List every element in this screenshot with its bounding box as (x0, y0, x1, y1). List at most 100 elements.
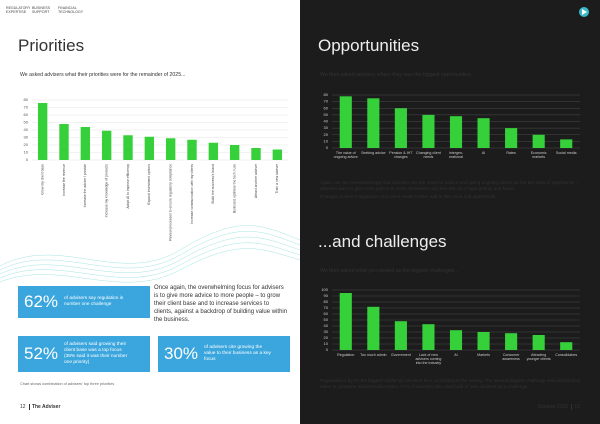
x-tick-label: Grow my client base (41, 164, 45, 195)
x-tick-label: AI (454, 353, 458, 357)
bar (422, 324, 435, 350)
x-tick-label: Regulation (337, 353, 355, 357)
bar (208, 142, 219, 160)
y-tick-label: 0 (326, 347, 329, 352)
footer: October 2025 13 (538, 404, 580, 410)
x-tick-label: Changing client needs (416, 151, 441, 160)
x-tick-label: Adopt AI to improve efficiency (126, 164, 130, 209)
y-tick-label: 60 (24, 112, 29, 117)
bar (144, 136, 155, 160)
section-title: ...and challenges (318, 232, 447, 251)
bar (505, 333, 518, 350)
bar (532, 134, 545, 148)
y-tick-label: 80 (324, 299, 329, 304)
header-tag: BUSINESS SUPPORT (32, 6, 51, 14)
x-tick-label: Economic markets (530, 151, 547, 160)
bar (560, 342, 573, 350)
x-tick-label: Expand investment options (147, 164, 151, 205)
x-tick-label: Review processes to ensure regulatory co… (169, 164, 173, 241)
stat-box: 62% of advisers say regulation is number… (18, 286, 150, 318)
y-tick-label: 60 (324, 105, 329, 110)
stat-text: of advisers said growing their client ba… (64, 342, 128, 365)
x-tick-label: Increase fee revenue (62, 164, 66, 196)
page-number: 13 (574, 404, 580, 410)
x-tick-label: Too much admin (360, 353, 387, 357)
y-tick-label: 30 (24, 135, 29, 140)
intro: We asked advisers what their priorities … (20, 72, 186, 78)
y-tick-label: 80 (24, 97, 29, 102)
stat-text: of advisers say regulation is number one… (64, 296, 124, 307)
bar (477, 332, 490, 350)
y-tick-label: 40 (324, 119, 329, 124)
y-tick-label: 50 (24, 120, 29, 125)
bar (560, 139, 573, 148)
y-tick-label: 20 (324, 335, 329, 340)
body-text: Once again, the overwhelming focus for a… (154, 285, 288, 323)
x-tick-label: AI (481, 151, 486, 155)
bar (505, 128, 518, 148)
y-tick-label: 70 (324, 305, 329, 310)
section-title: Opportunities (318, 36, 420, 55)
x-tick-label: Rates (506, 151, 516, 155)
y-tick-label: 10 (324, 138, 329, 143)
bar (101, 130, 112, 160)
stat-box: 30% of advisers cite growing the value t… (158, 336, 290, 372)
y-tick-label: 0 (26, 157, 29, 162)
dark-page (300, 0, 600, 424)
body-text: Again, we see overwhelmingly that advise… (320, 180, 582, 200)
y-tick-label: 80 (324, 92, 329, 97)
section-title: Priorities (18, 36, 85, 55)
bar (80, 127, 91, 160)
x-tick-label: Build and optimise the tech I use (233, 164, 237, 213)
x-tick-label: Consumer awareness (502, 353, 520, 362)
bar (37, 103, 48, 160)
body-text: Regulation is by far the biggest challen… (320, 378, 581, 389)
y-tick-label: 10 (24, 150, 29, 155)
y-tick-label: 60 (324, 311, 329, 316)
bar (394, 108, 407, 148)
bar (339, 96, 352, 148)
intro: We then asked what you viewed as the big… (320, 268, 459, 274)
y-tick-label: 20 (24, 142, 29, 147)
x-tick-label: Markets (477, 353, 490, 357)
x-tick-label: Train a new adviser (275, 163, 279, 193)
x-tick-label: Pension & IHT changes (389, 151, 413, 160)
header-tag: FINANCIAL TECHNOLOGY (58, 6, 84, 14)
x-tick-label: The value of ongoing advice (333, 151, 358, 160)
bar (165, 138, 176, 160)
footer: 12 The Adviser (20, 404, 60, 410)
bar (251, 148, 261, 160)
y-tick-label: 10 (324, 341, 329, 346)
stat-figure: 62% (23, 292, 59, 311)
x-tick-label: Intergen-erational (448, 151, 464, 160)
bar (477, 118, 490, 148)
intro: We then asked advisers where they saw th… (320, 72, 476, 78)
date: October 2025 (537, 404, 569, 410)
bar (532, 335, 545, 350)
x-tick-label: Increase communication with my clients (190, 164, 194, 224)
y-tick-label: 0 (326, 145, 329, 150)
stat-box: 52% of advisers said growing their clien… (18, 336, 150, 372)
y-tick-label: 70 (324, 99, 329, 104)
x-tick-label: Increase the advice I provide (83, 164, 87, 207)
bar (339, 293, 352, 350)
logo-mark (582, 9, 587, 15)
bar (449, 330, 463, 350)
x-tick-label: Attracting younger clients (526, 353, 551, 362)
y-tick-label: 30 (324, 329, 329, 334)
bar (123, 135, 133, 160)
header-tag: REGULATORY EXPERTISE (6, 6, 31, 14)
y-tick-label: 20 (324, 132, 329, 137)
bar (272, 149, 283, 160)
bar (367, 306, 380, 350)
bar (394, 321, 407, 350)
y-tick-label: 40 (24, 127, 29, 132)
y-tick-label: 90 (324, 293, 329, 298)
x-tick-label: Consolidators (555, 353, 578, 357)
x-tick-label: Build the business's brand (211, 164, 215, 204)
y-tick-label: 50 (324, 317, 329, 322)
stat-figure: 30% (163, 344, 199, 363)
y-tick-label: 100 (321, 287, 328, 292)
